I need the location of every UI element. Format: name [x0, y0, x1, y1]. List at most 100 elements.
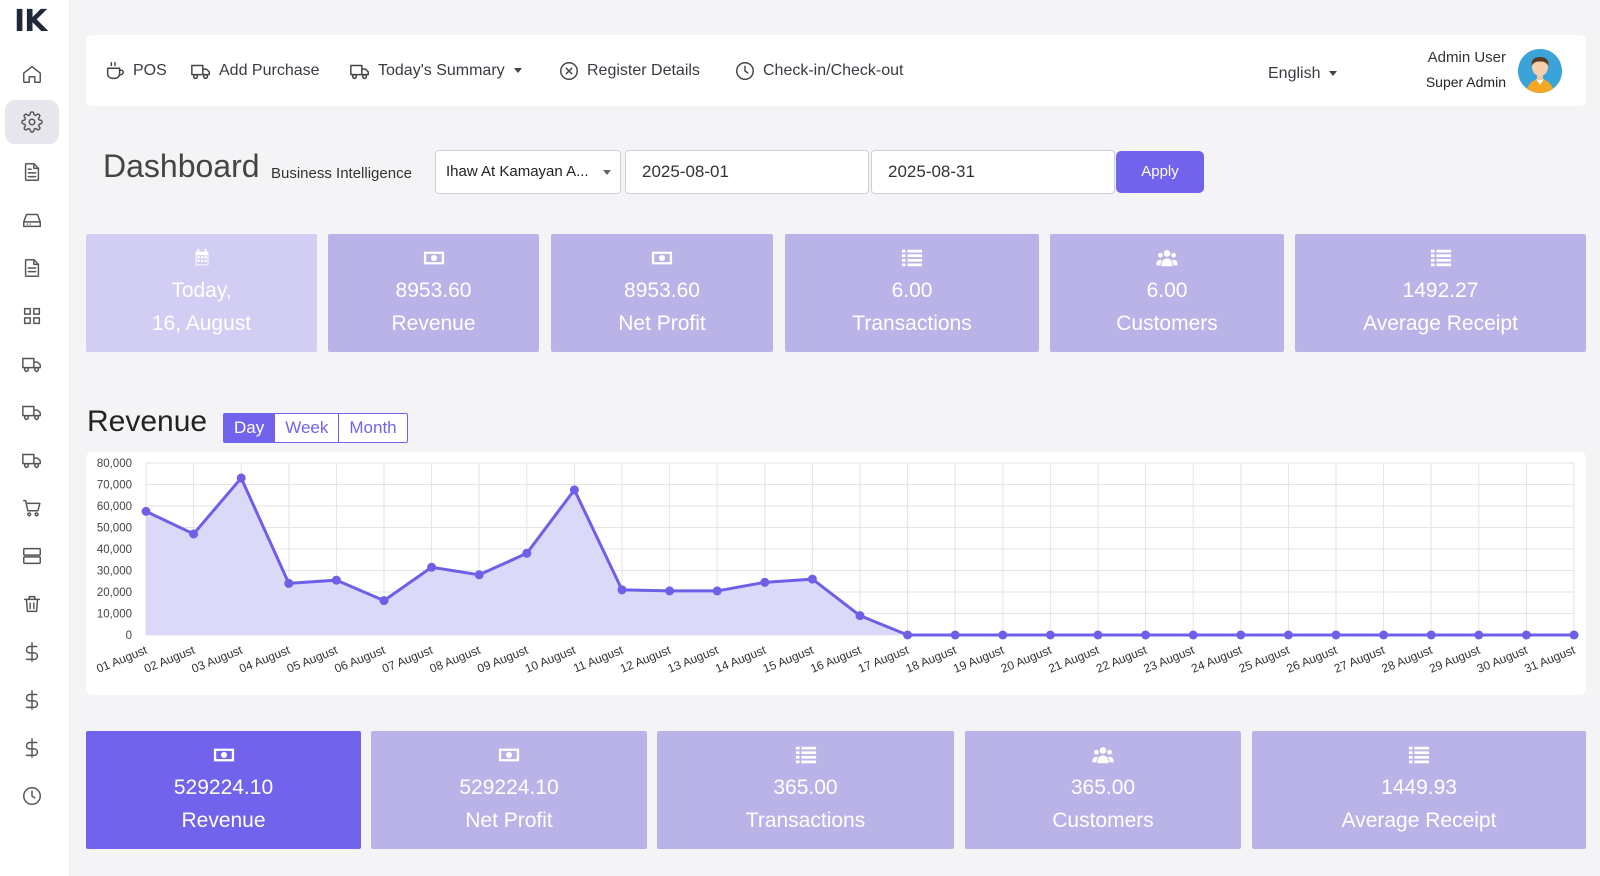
x-tick-label: 15 August [761, 643, 816, 676]
sidebar-item-reports[interactable] [5, 246, 59, 290]
dollar-icon [25, 738, 39, 758]
x-tick-label: 11 August [571, 643, 626, 676]
x-tick-label: 04 August [237, 643, 292, 676]
x-tick-label: 24 August [1189, 643, 1244, 676]
x-tick-label: 14 August [713, 643, 768, 676]
revenue-point [1569, 630, 1579, 640]
language-dropdown[interactable]: English [1268, 38, 1338, 109]
x-tick-label: 08 August [428, 643, 483, 676]
gear-icon [21, 111, 43, 133]
date-to-input[interactable]: 2025-08-31 [871, 150, 1115, 194]
x-tick-label: 03 August [190, 643, 245, 676]
period-transactions-value: 365.00 [773, 776, 838, 799]
tab-week[interactable]: Week [275, 414, 340, 442]
close-circle-icon [560, 61, 578, 80]
x-tick-label: 06 August [332, 643, 387, 676]
truck-icon [191, 64, 210, 79]
check-in-out-link[interactable]: Check-in/Check-out [734, 35, 904, 106]
today-net-profit-value: 8953.60 [624, 279, 700, 302]
sidebar-item-settings[interactable] [5, 100, 59, 144]
sidebar-item-history[interactable] [5, 774, 59, 818]
add-purchase-label: Add Purchase [219, 61, 320, 79]
sidebar-item-finance-2[interactable] [5, 678, 59, 722]
period-customers-value: 365.00 [1070, 776, 1136, 799]
sidebar-item-finance-3[interactable] [5, 726, 59, 770]
pos-link[interactable]: POS [104, 35, 167, 106]
revenue-chart: 0 10,000 20,000 30,000 40,000 50,000 60,000 70,… [86, 452, 1586, 695]
add-purchase-link[interactable]: Add Purchase [190, 35, 320, 106]
x-tick-label: 02 August [142, 643, 197, 676]
truck-icon [22, 357, 41, 373]
todays-summary-dropdown[interactable]: Today's Summary [349, 35, 522, 106]
register-details-link[interactable]: Register Details [558, 35, 700, 106]
today-revenue-value: 8953.60 [395, 279, 472, 302]
revenue-point [379, 596, 389, 606]
user-role: Super Admin [1425, 74, 1506, 90]
sidebar-item-server[interactable] [5, 534, 59, 578]
x-tick-label: 13 August [666, 643, 721, 676]
y-tick-label: 60,000 [97, 501, 132, 513]
truck-icon [22, 453, 41, 469]
revenue-point [712, 586, 722, 596]
dollar-icon [25, 642, 39, 662]
revenue-point [236, 473, 246, 483]
sidebar-item-trash[interactable] [5, 582, 59, 626]
page-title: Dashboard [103, 148, 260, 184]
page-subtitle: Business Intelligence [271, 165, 412, 182]
home-icon [23, 65, 41, 83]
revenue-title: Revenue [87, 405, 208, 438]
top-navbar: POS Add Purchase Today's Summary Registe… [86, 35, 1586, 106]
today-customers-card: 6.00 Customers [1050, 234, 1284, 352]
today-net-profit-card: 8953.60 Net Profit [551, 234, 773, 352]
check-in-out-label: Check-in/Check-out [763, 61, 904, 79]
sidebar-item-finance-1[interactable] [5, 630, 59, 674]
sidebar-item-delivery-2[interactable] [5, 390, 59, 434]
revenue-point [1141, 630, 1151, 640]
sidebar-item-cart[interactable] [5, 486, 59, 530]
date-from-input[interactable]: 2025-08-01 [625, 150, 869, 194]
sidebar-item-documents[interactable] [5, 150, 59, 194]
tab-month[interactable]: Month [339, 414, 407, 442]
revenue-point [760, 577, 770, 587]
sidebar-item-apps[interactable] [5, 294, 59, 338]
location-select[interactable]: Ihaw At Kamayan A... [435, 150, 621, 194]
drive-icon [23, 213, 41, 228]
chevron-down-icon [513, 68, 522, 73]
revenue-point [1283, 630, 1293, 640]
list-icon [1295, 246, 1586, 270]
today-date: 16, August [151, 312, 252, 335]
sidebar-item-home[interactable] [5, 52, 59, 96]
period-net-profit-card: 529224.10 Net Profit [371, 731, 647, 849]
avatar[interactable] [1518, 49, 1562, 93]
sidebar: IK [0, 0, 70, 876]
x-tick-label: 26 August [1284, 643, 1339, 676]
period-average-receipt-card: 1449.93 Average Receipt [1252, 731, 1586, 849]
apply-button[interactable]: Apply [1116, 151, 1204, 193]
revenue-point [1521, 630, 1531, 640]
revenue-point [284, 578, 294, 588]
sidebar-item-delivery-3[interactable] [5, 438, 59, 482]
x-tick-label: 18 August [904, 643, 959, 676]
users-icon [1050, 246, 1284, 270]
period-transactions-card: 365.00 Transactions [657, 731, 954, 849]
period-revenue-value: 529224.10 [173, 776, 274, 799]
x-tick-label: 10 August [523, 643, 578, 676]
revenue-point [1474, 630, 1484, 640]
money-icon [328, 246, 539, 270]
period-net-profit-label: Net Profit [465, 809, 553, 832]
sidebar-item-storage[interactable] [5, 198, 59, 242]
period-transactions-label: Transactions [745, 809, 866, 832]
money-icon [371, 743, 647, 767]
user-name[interactable]: Admin User [1427, 49, 1506, 66]
document-icon [24, 163, 40, 181]
period-customers-card: 365.00 Customers [965, 731, 1241, 849]
today-net-profit-label: Net Profit [618, 312, 706, 335]
tab-day[interactable]: Day [224, 414, 276, 442]
today-customers-label: Customers [1116, 312, 1218, 335]
x-tick-label: 23 August [1142, 643, 1197, 676]
truck-icon [350, 64, 369, 79]
today-card: Today, 16, August [86, 234, 317, 352]
app-logo[interactable]: IK [14, 4, 47, 39]
cart-icon [23, 499, 41, 517]
sidebar-item-delivery-1[interactable] [5, 342, 59, 386]
